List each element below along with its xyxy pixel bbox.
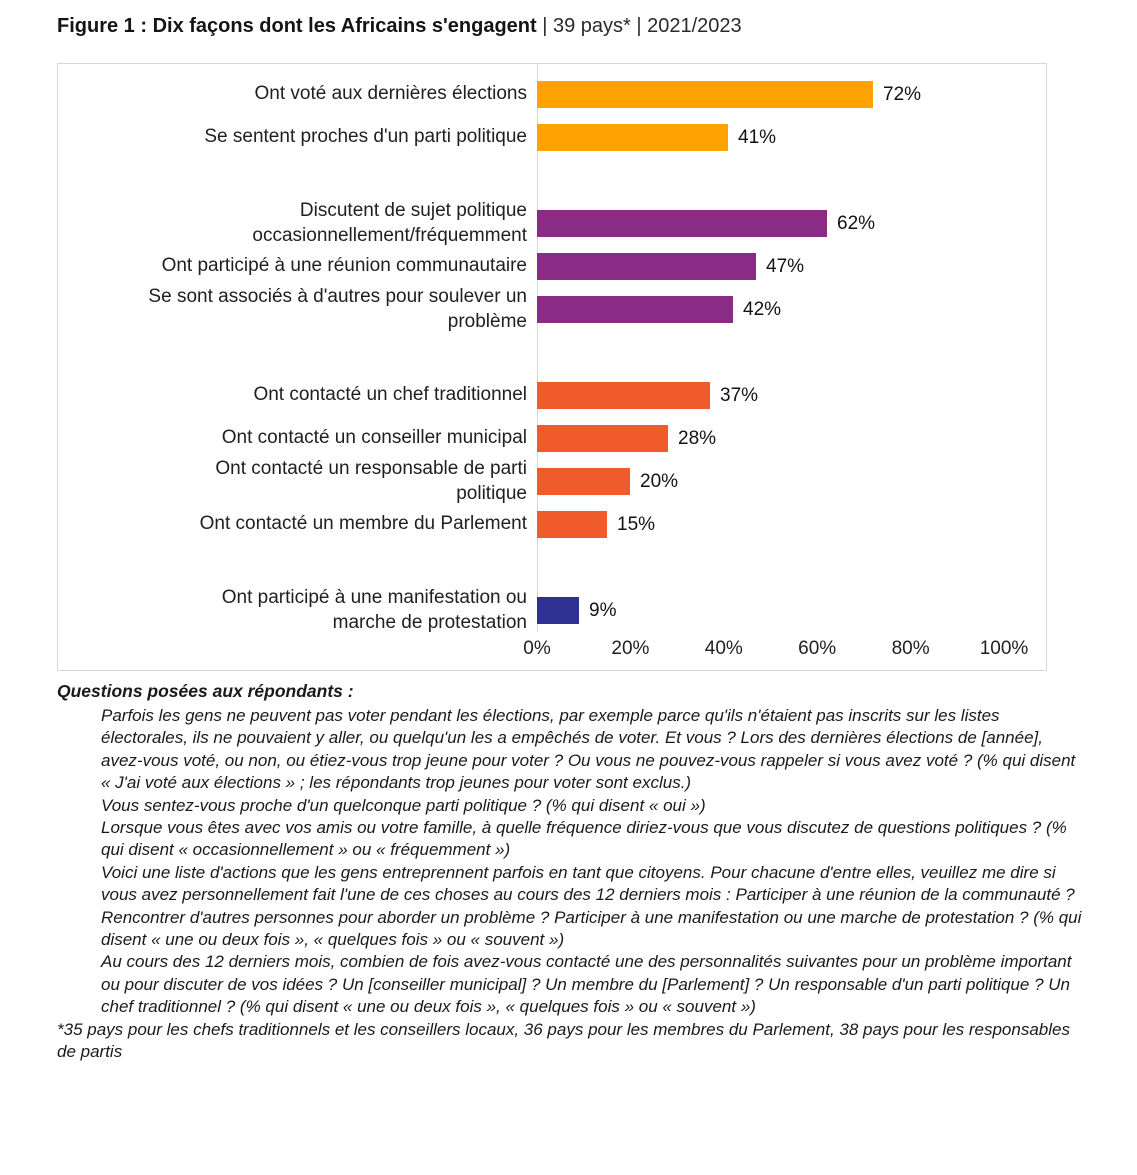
figure-title: Figure 1 : Dix façons dont les Africains… bbox=[57, 15, 742, 38]
questions-list: Parfois les gens ne peuvent pas voter pe… bbox=[57, 705, 1085, 1019]
chart-row: Ont contacté un responsable de parti pol… bbox=[58, 457, 1046, 504]
question-paragraph: Lorsque vous êtes avec vos amis ou votre… bbox=[101, 818, 1067, 860]
bar-category-label: Ont voté aux dernières élections bbox=[254, 83, 528, 105]
bar-value-label: 37% bbox=[720, 384, 759, 406]
group-spacer bbox=[58, 159, 1046, 202]
x-axis-tick: 20% bbox=[611, 638, 650, 659]
bar-category-label: Se sont associés à d'autres pour souleve… bbox=[148, 285, 527, 332]
chart-row: Ont contacté un conseiller municipal 28% bbox=[58, 417, 1046, 460]
x-axis-tick: 100% bbox=[979, 638, 1029, 659]
bar-value-label: 20% bbox=[640, 470, 679, 492]
bar-category-label: Ont participé à une réunion communautair… bbox=[161, 255, 527, 277]
bar bbox=[537, 597, 579, 624]
chart-row: Ont participé à une manifestation ou mar… bbox=[58, 586, 1046, 633]
bar-category-label: Se sentent proches d'un parti politique bbox=[204, 126, 527, 148]
chart-row: Ont participé à une réunion communautair… bbox=[58, 245, 1046, 288]
bar-category-label: Ont participé à une manifestation ou mar… bbox=[221, 586, 527, 633]
bar-area: 9% bbox=[537, 589, 1046, 632]
notes-section: Questions posées aux répondants : Parfoi… bbox=[57, 681, 1085, 1064]
question-paragraph: Parfois les gens ne peuvent pas voter pe… bbox=[101, 706, 1076, 793]
questions-header: Questions posées aux répondants : bbox=[57, 681, 354, 701]
bar-value-label: 62% bbox=[837, 212, 876, 234]
group-spacer bbox=[58, 331, 1046, 374]
bar-area: 37% bbox=[537, 374, 1046, 417]
bar bbox=[537, 296, 733, 323]
bar-value-label: 47% bbox=[766, 255, 805, 277]
chart-row: Ont contacté un chef traditionnel 37% bbox=[58, 374, 1046, 417]
bar-chart: Ont voté aux dernières élections 72% Se se… bbox=[57, 63, 1047, 671]
question-paragraph: Au cours des 12 derniers mois, combien d… bbox=[101, 952, 1072, 1017]
x-axis-tick: 0% bbox=[523, 638, 551, 659]
bar-area: 28% bbox=[537, 417, 1046, 460]
bar-value-label: 42% bbox=[743, 298, 782, 320]
bar-value-label: 9% bbox=[589, 599, 617, 621]
chart-row: Discutent de sujet politique occasionnel… bbox=[58, 199, 1046, 246]
group-spacer bbox=[58, 546, 1046, 589]
chart-row: Ont contacté un membre du Parlement 15% bbox=[58, 503, 1046, 546]
bar-category-label: Ont contacté un membre du Parlement bbox=[199, 513, 527, 535]
bar-value-label: 41% bbox=[738, 126, 777, 148]
bar-category-label: Ont contacté un conseiller municipal bbox=[221, 427, 527, 449]
chart-rows: Ont voté aux dernières élections 72% Se se… bbox=[58, 73, 1046, 633]
bar bbox=[537, 511, 607, 538]
chart-row: Se sont associés à d'autres pour souleve… bbox=[58, 285, 1046, 332]
bar-area: 41% bbox=[537, 116, 1046, 159]
bar-area: 42% bbox=[537, 288, 1046, 331]
bar-value-label: 72% bbox=[883, 83, 922, 105]
bar bbox=[537, 124, 728, 151]
bar-value-label: 15% bbox=[617, 513, 656, 535]
x-axis-tick: 60% bbox=[798, 638, 837, 659]
bar bbox=[537, 468, 630, 495]
bar bbox=[537, 253, 756, 280]
question-paragraph: Voici une liste d'actions que les gens e… bbox=[101, 862, 1082, 950]
bar bbox=[537, 81, 873, 108]
y-axis-line bbox=[537, 64, 538, 632]
bar-area: 20% bbox=[537, 460, 1046, 503]
country-footnote: *35 pays pour les chefs traditionnels et… bbox=[57, 1019, 1070, 1062]
chart-row: Se sentent proches d'un parti politique 4… bbox=[58, 116, 1046, 159]
figure-title-bold: Figure 1 : Dix façons dont les Africains… bbox=[57, 15, 537, 37]
bar-area: 72% bbox=[537, 73, 1046, 116]
bar-area: 62% bbox=[537, 202, 1046, 245]
bar-category-label: Discutent de sujet politique occasionnel… bbox=[252, 199, 527, 246]
bar-area: 15% bbox=[537, 503, 1046, 546]
bar-category-label: Ont contacté un responsable de parti pol… bbox=[215, 457, 527, 504]
x-axis-tick: 40% bbox=[704, 638, 743, 659]
bar bbox=[537, 210, 827, 237]
bar-category-label: Ont contacté un chef traditionnel bbox=[253, 384, 527, 406]
x-axis-tick: 80% bbox=[891, 638, 930, 659]
figure-title-subtitle: | 39 pays* | 2021/2023 bbox=[536, 15, 742, 37]
bar-area: 47% bbox=[537, 245, 1046, 288]
bar bbox=[537, 425, 668, 452]
bar-value-label: 28% bbox=[678, 427, 717, 449]
question-paragraph: Vous sentez-vous proche d'un quelconque … bbox=[101, 795, 706, 815]
bar bbox=[537, 382, 710, 409]
chart-row: Ont voté aux dernières élections 72% bbox=[58, 73, 1046, 116]
